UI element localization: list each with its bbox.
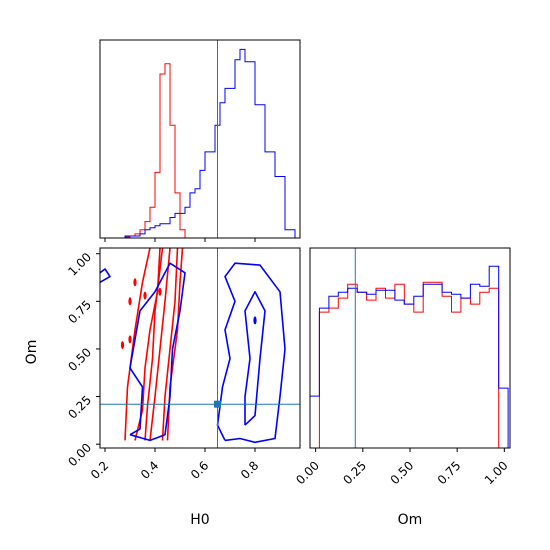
om-vs-h0-contours-series_b-contour: [244, 290, 266, 426]
om-vs-h0-contours-series_a-contour-blob: [128, 297, 132, 306]
om-vs-h0-contours-series_b-contour: [100, 268, 111, 283]
om-vs-h0-contours-series_a-contour-blob: [158, 287, 162, 296]
om-vs-h0-contours-series_a-contour-blob: [120, 341, 125, 350]
om-vs-h0-contours-truth-marker: [214, 400, 221, 408]
om-vs-h0-contours-series_a-contour-blob: [143, 291, 147, 300]
om-vs-h0-contours-series_a-contour: [124, 248, 151, 441]
om-vs-h0-contours-series_a-contour: [149, 248, 171, 441]
om-vs-h0-contours-frame: [99, 247, 301, 449]
om-marginal-series_b-histogram: [310, 265, 509, 448]
om-vs-h0-contours-series_b-contour: [129, 262, 186, 442]
om-vs-h0-contours-series_b-contour: [216, 262, 286, 444]
om-vs-h0-contours-series_a-contour: [161, 248, 179, 441]
om-vs-h0-contours-series_a-contour: [144, 248, 164, 441]
plot-marks: [100, 40, 509, 448]
om-vs-h0-contours-series_a-contour-blob: [133, 278, 137, 287]
h0-marginal-frame: [99, 39, 301, 239]
om-axis-label-bottom: Om: [398, 512, 423, 528]
om-axis-label-left: Om: [24, 340, 40, 365]
h0-marginal-series_b-histogram: [100, 48, 300, 238]
om-vs-h0-contours-series_a-contour-blob: [128, 335, 132, 344]
h0-axis-label: H0: [190, 512, 209, 528]
om-vs-h0-contours-series_b-contour-blob: [253, 316, 257, 325]
